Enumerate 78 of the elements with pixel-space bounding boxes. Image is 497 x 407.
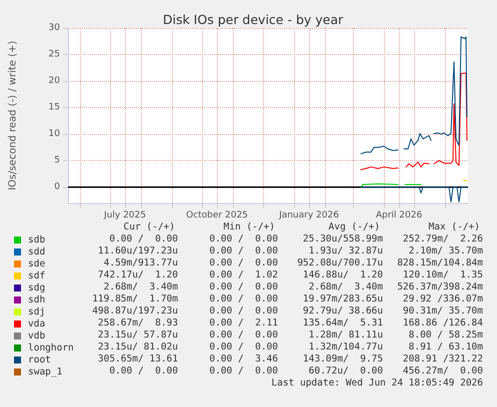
text: 0.00 / 0.00 — [109, 366, 178, 376]
legend-label: root — [28, 354, 51, 366]
y-tick-label: 5 — [54, 156, 60, 166]
legend-label: swap_1 — [28, 366, 63, 378]
text: 146.88u/ 1.20 — [302, 270, 384, 280]
text: 0.00 / 1.02 — [209, 270, 278, 280]
text: 252.79m/ 2.26 — [402, 234, 484, 244]
text: 0.00 / 3.46 — [209, 354, 278, 364]
text: 0.00 / 0.00 — [209, 246, 278, 256]
y-tick-label: 10 — [48, 129, 60, 140]
y-tick-label: 20 — [48, 76, 60, 86]
text: 456.27m/ 0.00 — [402, 366, 484, 376]
text: 8.00 / 58.25m — [408, 330, 484, 340]
text: 2.68m/ 3.40m — [308, 282, 384, 292]
text: 119.85m/ 1.70m — [92, 294, 178, 304]
x-tick-label: April 2026 — [376, 210, 422, 220]
text: Avg (-/+) — [328, 222, 380, 232]
text: 0.00 / 0.00 — [209, 306, 278, 316]
text: Last update: Wed Jun 24 18:05:49 2026 — [271, 378, 484, 388]
legend-label: sdb — [28, 234, 46, 246]
text: 60.72u/ 0.00 — [308, 366, 384, 376]
text: 120.10m/ 1.35 — [402, 270, 483, 280]
legend-label: vdb — [28, 330, 46, 342]
text: 0.00 / 0.00 — [209, 234, 278, 244]
text: 4.59m/913.77u — [104, 258, 178, 268]
y-tick-label: 25 — [48, 50, 60, 60]
text: 29.92 /336.07m — [402, 294, 484, 304]
text: 305.65m/ 13.61 — [98, 354, 178, 364]
legend-label: sdj — [28, 306, 46, 318]
text: 11.60u/197.23u — [98, 246, 178, 256]
text: 0.00 / 0.00 — [209, 282, 278, 292]
text: 0.00 / 2.11 — [209, 318, 278, 328]
legend-label: sde — [28, 258, 46, 270]
text: 1.93u/ 32.87u — [308, 246, 383, 256]
text: 828.15m/104.84m — [397, 258, 484, 268]
text: Max (-/+) — [428, 222, 480, 232]
text: 92.79u/ 38.66u — [302, 306, 383, 316]
text: Min (-/+) — [224, 222, 275, 232]
legend-label: longhorn — [28, 342, 74, 354]
text: 0.00 / 0.00 — [209, 342, 278, 352]
text: Cur (-/+) — [124, 222, 175, 232]
text: 143.09m/ 9.75 — [302, 354, 383, 364]
legend-label: vda — [28, 318, 46, 330]
text: 23.15u/ 57.87u — [98, 330, 178, 340]
text: 23.15u/ 81.02u — [98, 342, 178, 352]
text: 258.67m/ 8.93 — [98, 318, 178, 328]
text: 1.32m/104.77u — [308, 342, 383, 352]
legend-label: sdg — [28, 282, 46, 294]
text: 168.86 /126.84 — [402, 318, 484, 328]
text: 0.00 / 0.00 — [209, 258, 278, 268]
legend-label: sdd — [28, 246, 46, 258]
text: 25.30u/558.99m — [302, 234, 384, 244]
text: 2.68m/ 3.40m — [104, 282, 178, 292]
x-tick-label: January 2026 — [278, 210, 340, 220]
text: 90.31m/ 35.70m — [402, 306, 484, 316]
text: 742.17u/ 1.20 — [98, 270, 178, 280]
text: 0.00 / 0.00 — [109, 234, 178, 244]
y-axis-title: IOs/second read (-) / write (+) — [8, 40, 18, 190]
text: 8.91 / 63.10m — [408, 342, 484, 352]
text: 2.10m/ 35.70m — [408, 246, 484, 256]
text: 952.08u/700.17u — [297, 258, 383, 268]
text: 1.28m/ 81.11u — [308, 330, 383, 340]
chart-title: Disk IOs per device - by year — [162, 12, 344, 27]
x-tick-label: July 2025 — [103, 210, 146, 220]
text: 19.97m/283.65u — [302, 294, 383, 304]
text: 498.87u/197.23u — [92, 306, 178, 316]
y-tick-label: 0 — [54, 182, 60, 192]
y-tick-label: 30 — [48, 23, 60, 33]
y-tick-label: 15 — [48, 102, 60, 113]
text: 0.00 / 0.00 — [209, 330, 278, 340]
text: 526.37m/398.24m — [397, 282, 484, 292]
legend-label: sdh — [28, 294, 46, 306]
text: 135.64m/ 5.31 — [302, 318, 384, 328]
text: 0.00 / 0.00 — [209, 366, 278, 376]
legend-label: sdf — [28, 270, 46, 282]
x-tick-label: October 2025 — [186, 210, 248, 220]
text: 0.00 / 0.00 — [209, 294, 278, 304]
text: 208.91 /321.22 — [402, 354, 483, 364]
